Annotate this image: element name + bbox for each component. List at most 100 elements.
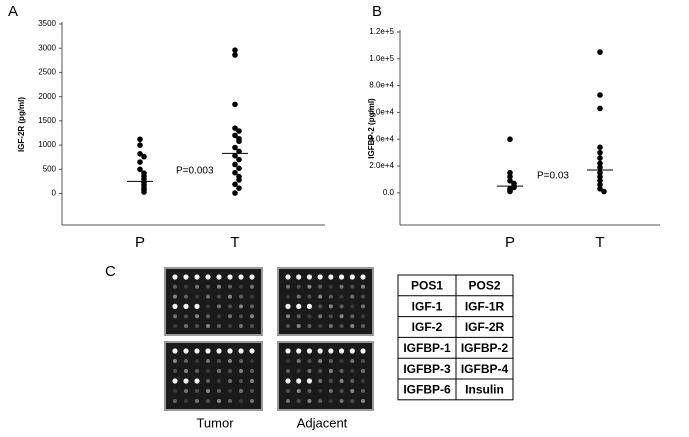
array-spot <box>228 294 232 299</box>
array-spot <box>228 314 232 319</box>
array-spot <box>217 284 221 289</box>
array-spot <box>296 378 302 384</box>
array-spot <box>286 399 290 403</box>
data-point <box>597 155 603 161</box>
y-tick-label: 0.0 <box>383 188 395 197</box>
y-axis-label: IGF-2R (pg/ml) <box>17 97 26 152</box>
array-spot <box>285 303 291 309</box>
array-spot <box>173 284 177 289</box>
data-point <box>507 136 513 143</box>
array-spot <box>173 294 177 299</box>
data-point <box>597 160 603 167</box>
array-spot <box>361 389 365 393</box>
array-spot <box>227 274 233 280</box>
table-cell: POS1 <box>411 279 443 293</box>
array-spot <box>317 274 323 280</box>
array-spot <box>318 369 323 373</box>
array-spot <box>173 399 177 403</box>
data-point <box>236 185 242 191</box>
data-point <box>137 166 143 173</box>
array-spot <box>318 304 323 309</box>
data-point <box>232 52 238 58</box>
array-spot <box>361 359 365 363</box>
array-spot <box>194 348 200 354</box>
array-spot <box>296 359 301 363</box>
array-spot <box>228 389 232 393</box>
data-point <box>597 149 603 156</box>
array-spot <box>217 359 221 363</box>
array-spot <box>217 324 221 328</box>
table-cell: IGFBP-2 <box>461 341 509 355</box>
array-spot <box>239 284 243 289</box>
array-spot <box>194 274 200 280</box>
data-point <box>597 144 603 151</box>
array-spot <box>216 348 222 354</box>
array-spot <box>306 274 313 280</box>
y-tick-label: 4.0e+4 <box>369 134 394 143</box>
array-spot <box>361 379 365 383</box>
data-point <box>236 138 242 145</box>
array-spot <box>296 294 301 299</box>
array-spot <box>296 389 301 393</box>
data-point <box>232 181 238 188</box>
y-tick-label: 2000 <box>38 92 56 101</box>
array-spot <box>296 274 302 280</box>
array-spot <box>339 304 344 309</box>
array-spot <box>361 284 365 289</box>
array-spot <box>183 348 189 354</box>
array-spot <box>194 303 200 309</box>
data-point <box>232 47 238 53</box>
x-tick-label: T <box>595 234 604 251</box>
array-spot <box>296 284 301 289</box>
data-point <box>236 148 242 155</box>
data-point <box>141 153 147 160</box>
data-point <box>236 177 242 183</box>
array-spot <box>250 324 254 328</box>
panel-label: B <box>372 3 382 20</box>
data-point <box>597 49 603 55</box>
data-point <box>597 181 603 188</box>
data-point <box>597 92 603 98</box>
array-spot <box>195 389 199 393</box>
data-point <box>137 151 143 157</box>
data-point <box>507 173 513 180</box>
array-spot <box>328 284 333 289</box>
array-spot <box>250 389 254 393</box>
image-label: Adjacent <box>297 415 348 430</box>
table-cell: IGFBP-4 <box>461 362 509 376</box>
array-spot <box>195 294 199 299</box>
array-spot <box>286 369 290 373</box>
array-spot <box>228 284 232 289</box>
array-spot <box>350 369 355 373</box>
array-spot <box>328 348 334 354</box>
array-spot <box>250 304 254 309</box>
array-spot <box>318 324 323 328</box>
data-point <box>232 132 238 139</box>
array-spot <box>360 348 366 354</box>
array-spot <box>361 294 365 299</box>
array-spot <box>206 324 210 328</box>
array-spot <box>296 369 301 373</box>
data-point <box>137 159 143 165</box>
array-spot <box>249 274 255 280</box>
data-point <box>236 165 242 172</box>
array-spot <box>350 359 355 363</box>
array-spot <box>206 284 210 289</box>
array-spot <box>217 314 221 319</box>
data-point <box>232 161 238 168</box>
table-cell: IGFBP-1 <box>403 341 451 355</box>
array-spot <box>184 324 188 328</box>
array-spot <box>183 378 189 384</box>
array-spot <box>360 274 366 280</box>
array-spot <box>285 274 291 280</box>
array-spot <box>238 348 244 354</box>
array-spot <box>184 314 188 319</box>
array-spot <box>339 294 344 299</box>
array-spot <box>296 303 302 309</box>
array-spot <box>338 274 345 280</box>
table-cell: IGF-1 <box>412 299 443 313</box>
array-spot <box>173 324 177 328</box>
table-cell: POS2 <box>468 279 500 293</box>
panel-label: A <box>8 3 18 20</box>
